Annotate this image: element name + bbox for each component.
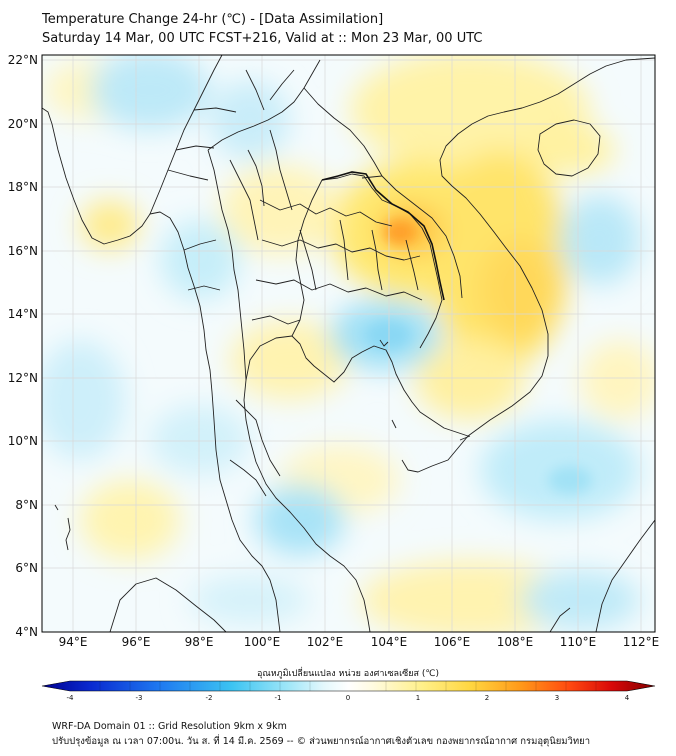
cb-tick-neg3: -3 (136, 694, 143, 702)
lon-label-108E: 108°E (497, 635, 534, 649)
lat-axis: 22°N 20°N 18°N 16°N 14°N 12°N 10°N 8°N 6… (8, 53, 38, 639)
cb-tick-3: 3 (555, 694, 559, 702)
lat-label-6N: 6°N (15, 561, 38, 575)
lon-label-104E: 104°E (371, 635, 408, 649)
lon-label-106E: 106°E (434, 635, 471, 649)
lat-label-10N: 10°N (8, 434, 38, 448)
lon-label-100E: 100°E (244, 635, 281, 649)
footer-credit: ปรับปรุงข้อมูล ณ เวลา 07:00น. วัน ส. ที่… (52, 736, 591, 747)
colorbar-ticks: -4 -3 -2 -1 0 1 2 3 4 (67, 694, 630, 702)
lat-label-22N: 22°N (8, 53, 38, 67)
cb-tick-1: 1 (416, 694, 420, 702)
lat-label-18N: 18°N (8, 180, 38, 194)
lat-label-20N: 20°N (8, 117, 38, 131)
lon-label-112E: 112°E (623, 635, 660, 649)
lon-label-102E: 102°E (307, 635, 344, 649)
colorbar (41, 680, 656, 692)
lon-label-98E: 98°E (185, 635, 214, 649)
cb-tick-2: 2 (485, 694, 489, 702)
cb-tick-neg2: -2 (206, 694, 213, 702)
cb-tick-4: 4 (625, 694, 630, 702)
lat-label-4N: 4°N (15, 625, 38, 639)
colorbar-segments (99, 681, 597, 691)
footer-model-info: WRF-DA Domain 01 :: Grid Resolution 9km … (52, 721, 287, 732)
lon-label-110E: 110°E (560, 635, 597, 649)
coastlines (42, 55, 655, 632)
graticule (42, 55, 655, 632)
map-frame (41, 54, 656, 633)
chart-title: Temperature Change 24-hr (℃) - [Data Ass… (42, 12, 384, 27)
temperature-field (42, 55, 655, 632)
lat-label-14N: 14°N (8, 307, 38, 321)
lat-label-8N: 8°N (15, 498, 38, 512)
colorbar-label: อุณหภูมิเปลี่ยนแปลง หน่วย องศาเซลเซียส (… (257, 666, 439, 679)
lat-label-12N: 12°N (8, 371, 38, 385)
lon-label-96E: 96°E (122, 635, 151, 649)
lat-label-16N: 16°N (8, 244, 38, 258)
cb-tick-neg4: -4 (67, 694, 75, 702)
cb-tick-0: 0 (346, 694, 350, 702)
mekong-border (321, 171, 445, 301)
lon-label-94E: 94°E (59, 635, 88, 649)
lon-axis: 94°E 96°E 98°E 100°E 102°E 104°E 106°E 1… (59, 635, 660, 649)
cb-tick-neg1: -1 (275, 694, 282, 702)
chart-subtitle: Saturday 14 Mar, 00 UTC FCST+216, Valid … (42, 31, 483, 46)
